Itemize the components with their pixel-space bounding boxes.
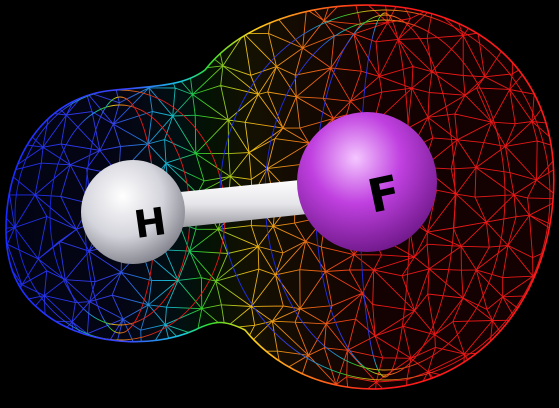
h-f-bond — [150, 178, 326, 230]
fluorine-atom — [297, 112, 437, 252]
hydrogen-label: H — [131, 199, 169, 247]
hydrogen-atom — [81, 160, 185, 264]
